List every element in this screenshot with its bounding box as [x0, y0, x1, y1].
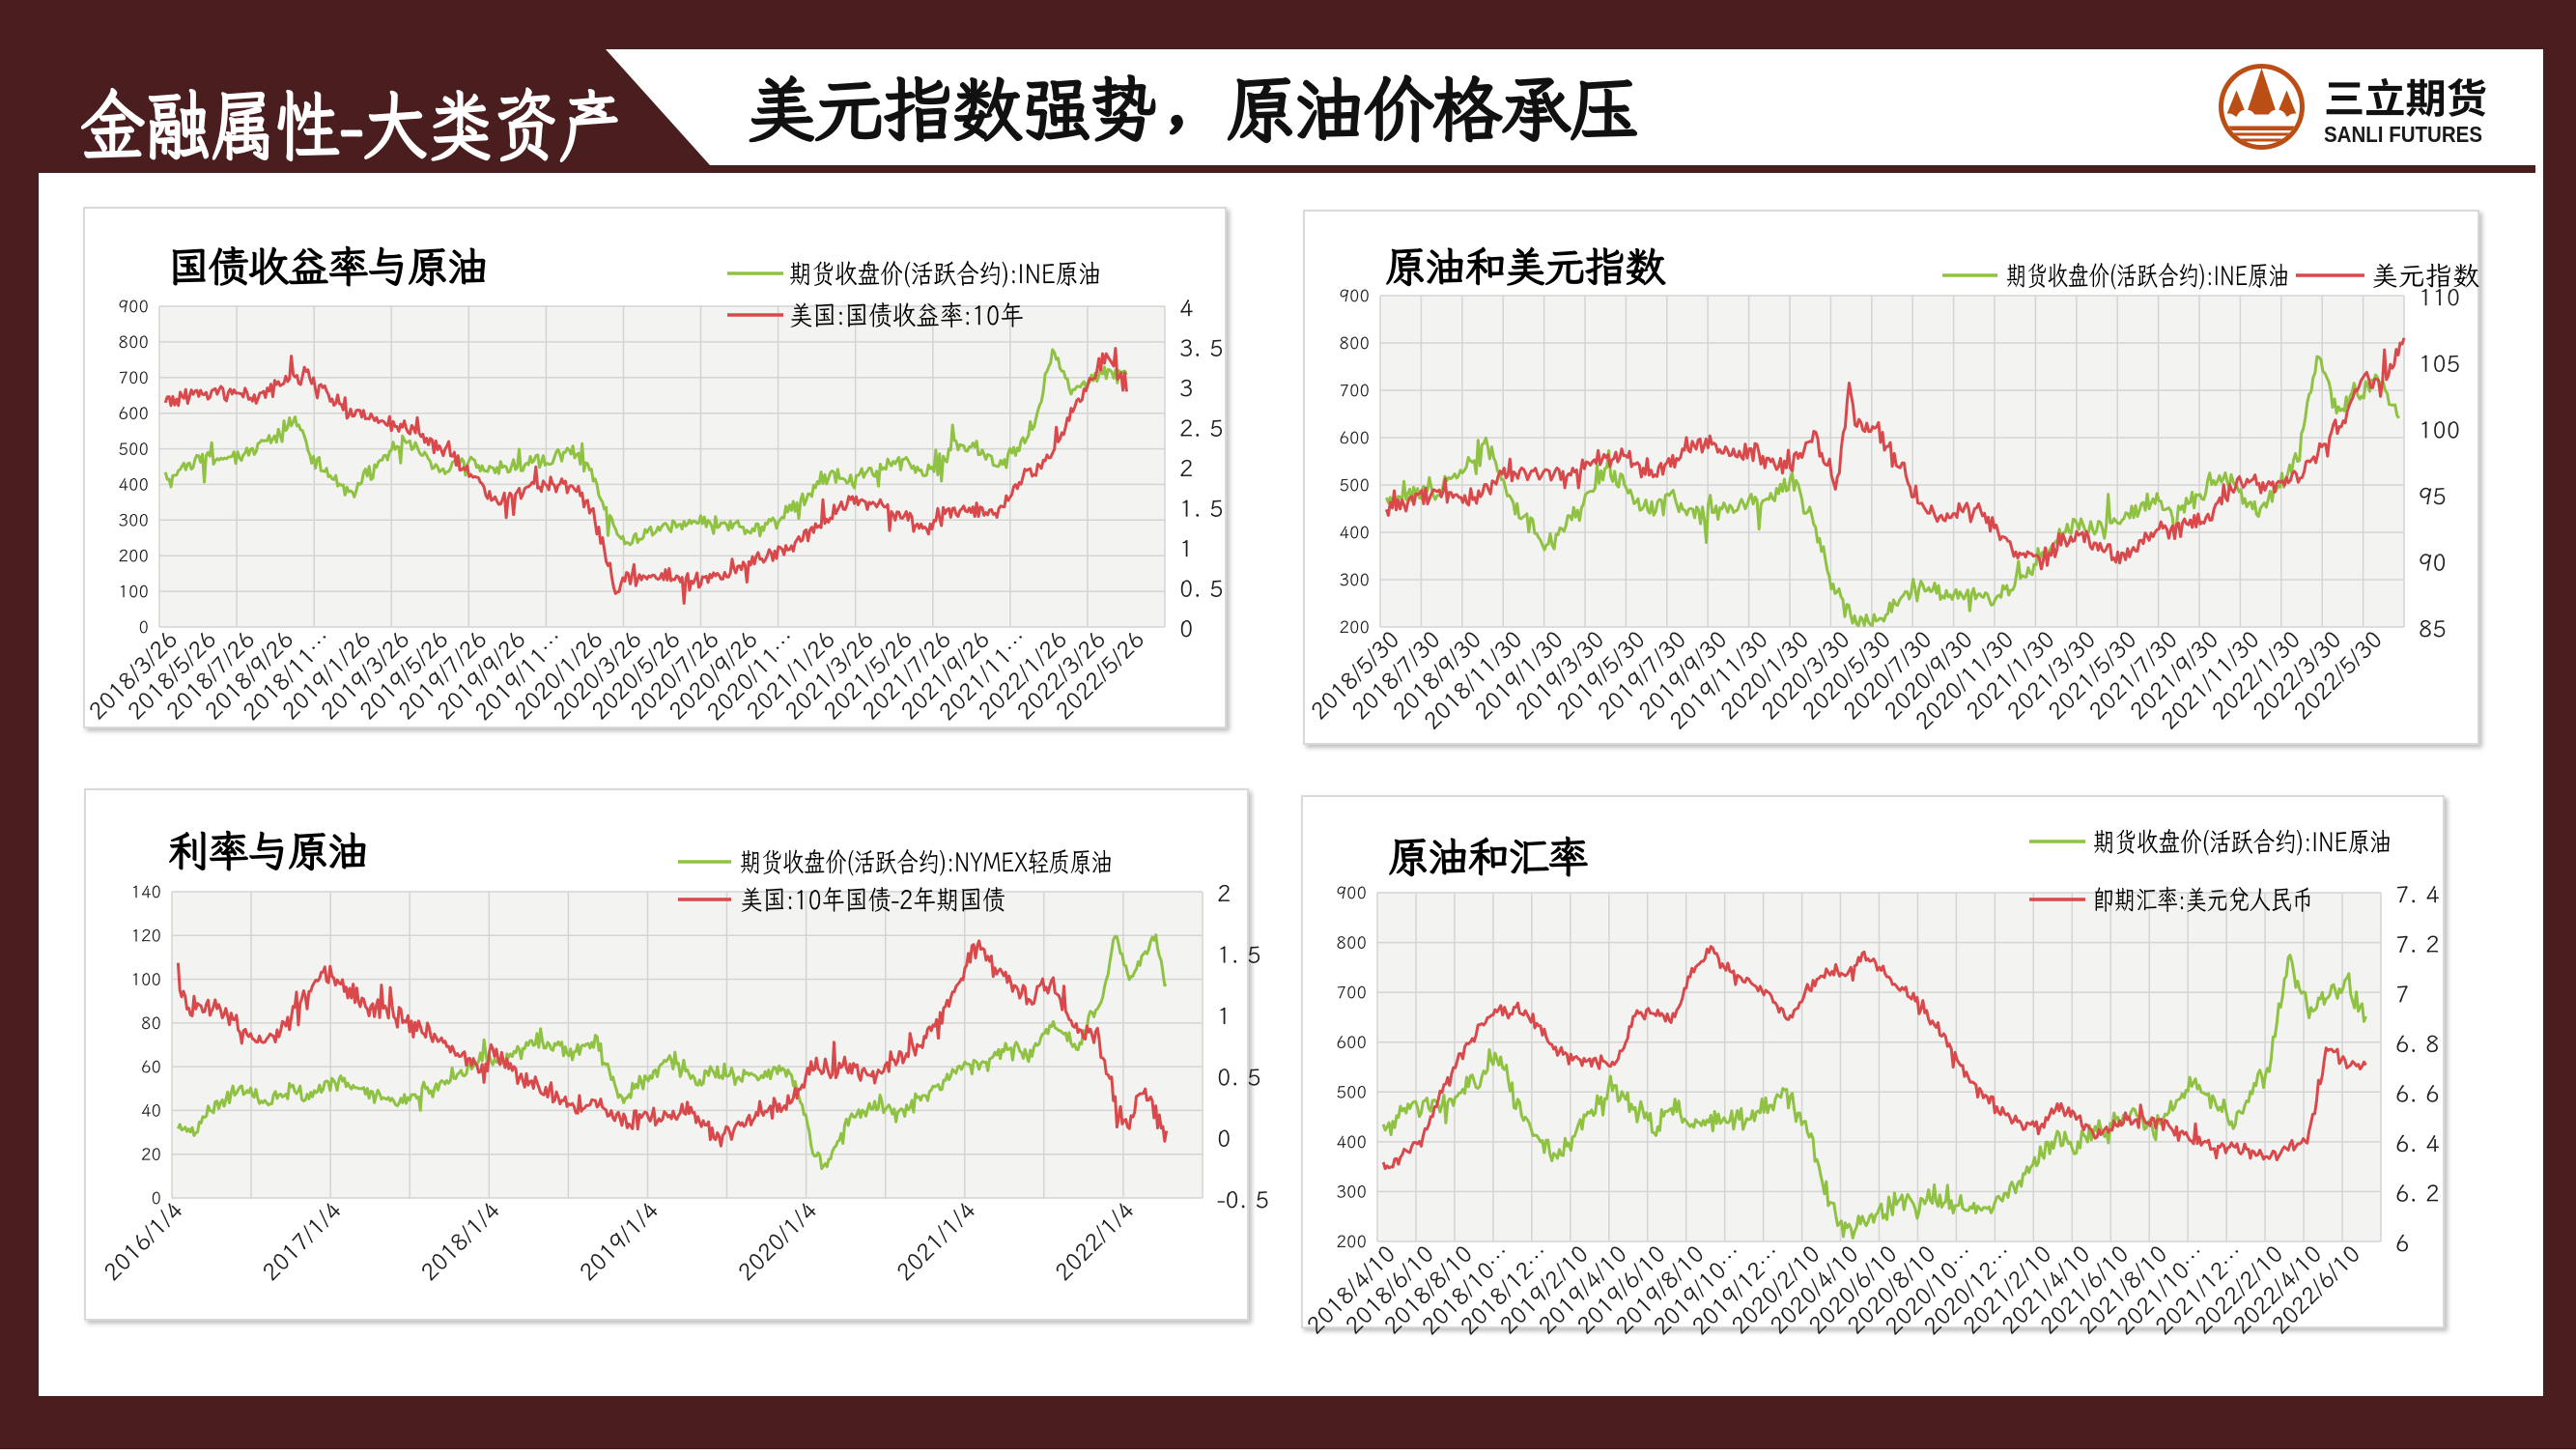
svg-text:SANLI FUTURES: SANLI FUTURES [2324, 122, 2482, 147]
